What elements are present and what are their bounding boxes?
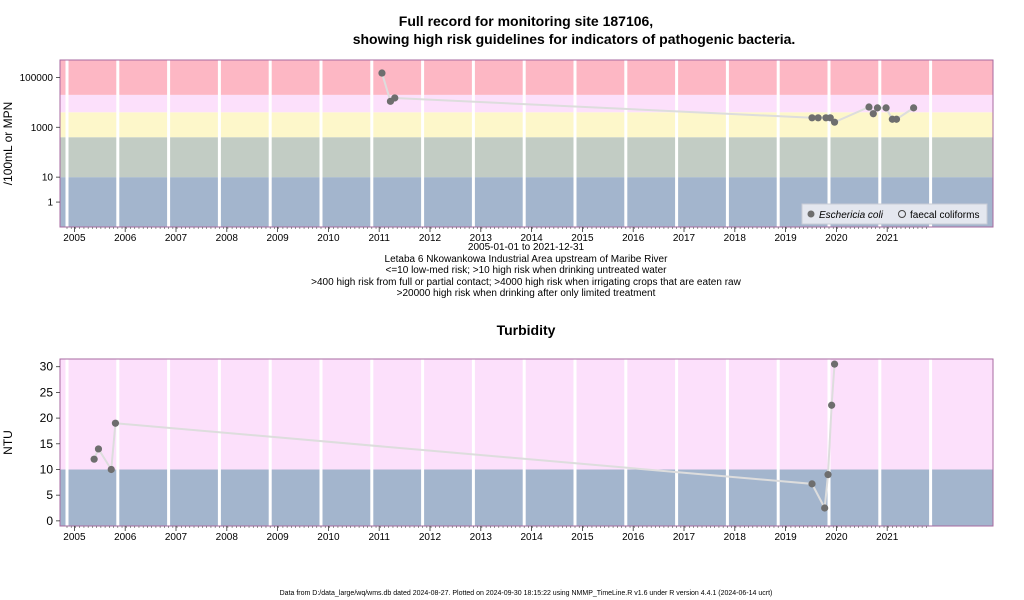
guideline-drinking-label: <=10 low-med risk; >10 high risk when dr… — [386, 265, 668, 276]
x-tick-label: 2021 — [876, 233, 899, 244]
data-point — [869, 110, 877, 118]
legend-ecoli-marker — [807, 210, 815, 218]
x-tick-label: 2008 — [216, 233, 239, 244]
x-tick-label: 2018 — [724, 532, 747, 543]
data-point — [808, 114, 816, 122]
data-point — [391, 94, 399, 102]
x-tick-label: 2011 — [368, 233, 390, 244]
data-point — [90, 455, 98, 463]
x-tick-label: 2013 — [470, 233, 493, 244]
x-tick-label: 2019 — [774, 532, 797, 543]
bacteria-panel: 2005 2006 2007 2008 2009 2010 2011 2012 2013 2014… — [1, 59, 994, 244]
x-tick-label: 2019 — [774, 233, 797, 244]
risk-band-2 — [60, 112, 993, 138]
risk-band-1 — [60, 359, 993, 470]
x-tick-label: 2007 — [165, 233, 188, 244]
x-tick-label: 2014 — [520, 233, 543, 244]
site-name-label: Letaba 6 Nkowankowa Industrial Area upst… — [385, 254, 669, 265]
x-tick-label: 2014 — [520, 532, 543, 543]
x-tick-label: 2006 — [114, 532, 137, 543]
footer-note: Data from D:/data_large/wq/wms.db dated … — [280, 590, 773, 597]
risk-band-1 — [60, 137, 993, 178]
guideline-treatment-label: >20000 high risk when drinking after onl… — [397, 288, 656, 299]
data-point — [882, 104, 890, 112]
y-tick-label: 1000 — [31, 123, 54, 134]
chart-title-line1: Full record for monitoring site 187106, — [399, 13, 653, 29]
y-tick-label: 15 — [40, 437, 54, 451]
x-tick-label: 2017 — [673, 233, 696, 244]
x-tick-label: 2017 — [673, 532, 696, 543]
y-tick-label: 1 — [47, 198, 53, 209]
x-tick-label: 2021 — [876, 532, 899, 543]
x-tick-label: 2012 — [419, 532, 442, 543]
x-tick-label: 2009 — [266, 532, 289, 543]
x-tick-label: 2015 — [571, 233, 594, 244]
y-axis-label: /100mL or MPN — [1, 102, 15, 186]
x-tick-label: 2018 — [724, 233, 747, 244]
x-tick-label: 2007 — [165, 532, 188, 543]
data-point — [865, 103, 873, 111]
data-point — [94, 445, 103, 453]
y-tick-label: 25 — [40, 385, 54, 399]
data-point — [111, 419, 120, 427]
data-point — [873, 104, 882, 112]
legend-ecoli-label: Eschericia coli — [819, 210, 884, 221]
date-range-label: 2005-01-01 to 2021-12-31 — [468, 242, 585, 253]
guideline-contact-label: >400 high risk from full or partial cont… — [311, 277, 741, 288]
x-tick-label: 2008 — [216, 532, 239, 543]
x-tick-label: 2005 — [63, 532, 86, 543]
x-tick-label: 2015 — [571, 532, 594, 543]
x-tick-label: 2009 — [266, 233, 289, 244]
x-tick-label: 2010 — [317, 532, 340, 543]
turbidity-title: Turbidity — [497, 322, 556, 338]
data-point — [107, 465, 115, 474]
x-tick-label: 2011 — [368, 532, 390, 543]
risk-band-4 — [60, 60, 993, 95]
data-point — [821, 504, 829, 512]
y-tick-label: 20 — [40, 411, 54, 425]
turbidity-panel: 2005 2006 2007 2008 2009 2010 2011 2012 2013 2014… — [1, 358, 994, 543]
legend-box — [801, 203, 988, 225]
y-tick-label: 10 — [42, 173, 54, 184]
y-tick-label: 100000 — [20, 73, 54, 84]
x-tick-label: 2020 — [825, 532, 848, 543]
legend: Eschericia coli faecal coliforms — [801, 203, 988, 225]
data-point — [910, 104, 918, 112]
data-point — [830, 360, 839, 368]
x-tick-label: 2010 — [317, 233, 340, 244]
x-tick-label: 2006 — [114, 233, 137, 244]
risk-band-0 — [60, 469, 993, 526]
data-point — [830, 118, 839, 126]
x-tick-label: 2016 — [622, 532, 645, 543]
data-point — [378, 69, 386, 77]
data-point — [824, 471, 832, 479]
plot-frame — [59, 358, 994, 527]
chart-title-line2: showing high risk guidelines for indicat… — [353, 31, 796, 47]
y-tick-label: 10 — [40, 462, 54, 476]
legend-faecal-label: faecal coliforms — [910, 210, 979, 221]
data-point — [808, 480, 816, 488]
data-point — [814, 114, 822, 122]
plot-frame — [59, 59, 994, 228]
legend-faecal-marker — [898, 210, 906, 218]
data-point — [826, 114, 834, 122]
data-point — [828, 401, 836, 409]
x-tick-label: 2013 — [470, 532, 493, 543]
y-tick-label: 30 — [40, 360, 54, 374]
x-tick-label: 2016 — [622, 233, 645, 244]
x-tick-label: 2020 — [825, 233, 848, 244]
y-tick-label: 0 — [46, 514, 53, 528]
x-tick-label: 2012 — [419, 233, 442, 244]
data-point — [892, 115, 901, 123]
x-tick-label: 2005 — [63, 233, 86, 244]
y-tick-label: 5 — [46, 488, 53, 502]
y-axis-label: NTU — [1, 430, 15, 455]
